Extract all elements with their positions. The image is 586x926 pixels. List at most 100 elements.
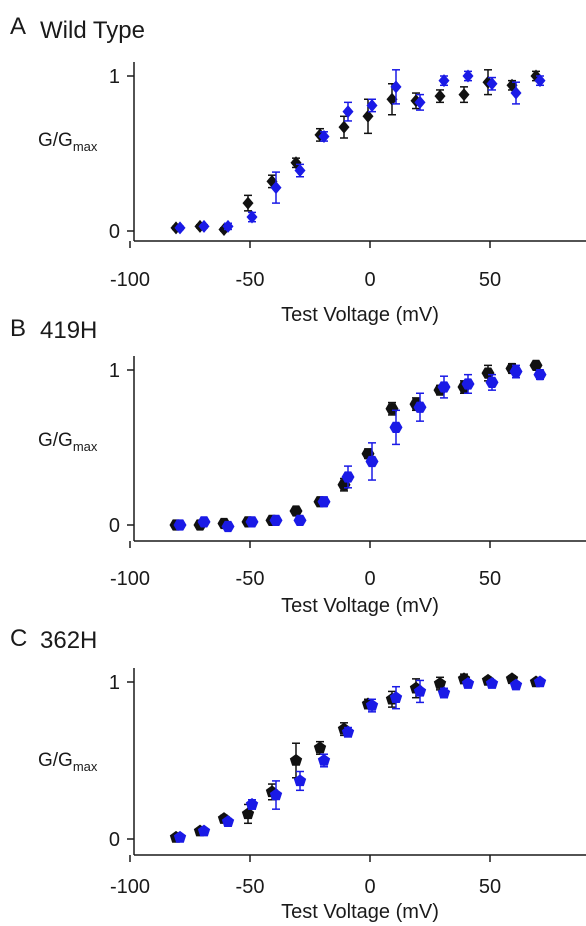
data-point [221, 520, 235, 533]
data-point [529, 359, 543, 371]
data-point [365, 699, 379, 711]
y-axis-title-subscript: max [73, 139, 98, 154]
data-point [242, 196, 254, 210]
x-axis-title: Test Voltage (mV) [281, 304, 439, 326]
data-point [269, 788, 283, 801]
y-tick-label: 1 [109, 66, 120, 88]
series-0 [169, 359, 543, 531]
data-point [342, 105, 354, 119]
x-tick-label: -50 [236, 876, 265, 898]
data-point [173, 519, 187, 531]
data-point [269, 514, 283, 526]
data-point [390, 80, 402, 94]
data-point [461, 677, 475, 689]
y-axis-title: G/Gmax [38, 430, 98, 454]
panel-title: 419H [40, 317, 97, 344]
panel-letter: C [10, 625, 27, 652]
data-point [534, 74, 546, 88]
series-1 [173, 675, 547, 843]
panel-c-362h: C 362H -100 -50 0 50 0 1 Test Voltage (mV) G/Gm… [10, 625, 586, 923]
data-point [458, 88, 470, 102]
data-point [485, 376, 499, 389]
data-point [389, 691, 403, 703]
data-point [289, 505, 303, 517]
data-point [245, 516, 259, 528]
data-point [266, 174, 278, 188]
y-axis-title-subscript: max [73, 759, 98, 774]
data-point [294, 164, 306, 178]
data-point [317, 496, 331, 508]
data-point [437, 381, 451, 393]
data-point [366, 98, 378, 112]
x-tick-label: -50 [236, 568, 265, 590]
data-point [290, 156, 302, 170]
data-point [245, 797, 259, 810]
x-tick-label: -100 [110, 269, 150, 291]
data-point [389, 421, 403, 433]
data-point [318, 129, 330, 143]
panel-letter: B [10, 315, 26, 342]
y-axis-title: G/Gmax [38, 130, 98, 154]
data-point [413, 401, 427, 413]
data-point [198, 219, 210, 233]
panel-title: 362H [40, 627, 97, 654]
data-point [509, 365, 523, 378]
data-point [437, 686, 451, 699]
x-tick-label: 50 [479, 568, 501, 590]
panel-title: Wild Type [40, 17, 145, 44]
data-point [362, 109, 374, 123]
y-axis-title: G/Gmax [38, 750, 98, 774]
data-point [293, 514, 307, 526]
data-point [221, 815, 235, 827]
x-tick-label: -50 [236, 269, 265, 291]
panel-a-wild-type: A Wild Type -100 -50 0 50 0 1 Test Voltage (mV… [10, 13, 586, 326]
y-tick-label: 1 [109, 672, 120, 694]
x-tick-label: 50 [479, 876, 501, 898]
data-point [533, 369, 547, 381]
data-point [197, 516, 211, 528]
data-point [413, 684, 427, 697]
panel-letter: A [10, 13, 26, 40]
data-point [289, 754, 303, 766]
x-tick-label: 0 [364, 269, 375, 291]
data-point [173, 830, 187, 843]
panel-b-419h: B 419H -100 -50 0 50 0 1 Test Voltage (mV) G/Gm… [10, 315, 586, 617]
x-axis-title: Test Voltage (mV) [281, 901, 439, 923]
y-tick-label: 0 [109, 221, 120, 243]
data-point [414, 95, 426, 109]
data-point [317, 754, 331, 766]
data-point [434, 89, 446, 103]
data-point [438, 74, 450, 88]
data-point [197, 824, 211, 837]
data-point [174, 221, 186, 235]
data-point [241, 807, 255, 820]
data-point [433, 677, 447, 689]
y-axis-title-subscript: max [73, 439, 98, 454]
data-point [510, 86, 522, 100]
data-point [486, 77, 498, 91]
data-point [338, 120, 350, 134]
y-tick-label: 0 [109, 829, 120, 851]
data-point [462, 69, 474, 83]
y-tick-label: 1 [109, 360, 120, 382]
x-axis-title: Test Voltage (mV) [281, 595, 439, 617]
data-point [461, 378, 475, 390]
data-point [509, 678, 523, 691]
data-point [533, 675, 547, 688]
x-tick-label: 0 [364, 568, 375, 590]
x-tick-label: -100 [110, 568, 150, 590]
data-point [246, 210, 258, 224]
data-point [485, 677, 499, 689]
data-point [293, 774, 307, 787]
series-1 [174, 69, 546, 235]
data-point [270, 181, 282, 195]
data-point [313, 741, 327, 754]
data-point [222, 219, 234, 233]
x-tick-label: 0 [364, 876, 375, 898]
x-tick-label: -100 [110, 876, 150, 898]
series-1 [173, 364, 547, 533]
x-tick-label: 50 [479, 269, 501, 291]
series-0 [170, 69, 542, 236]
y-tick-label: 0 [109, 515, 120, 537]
